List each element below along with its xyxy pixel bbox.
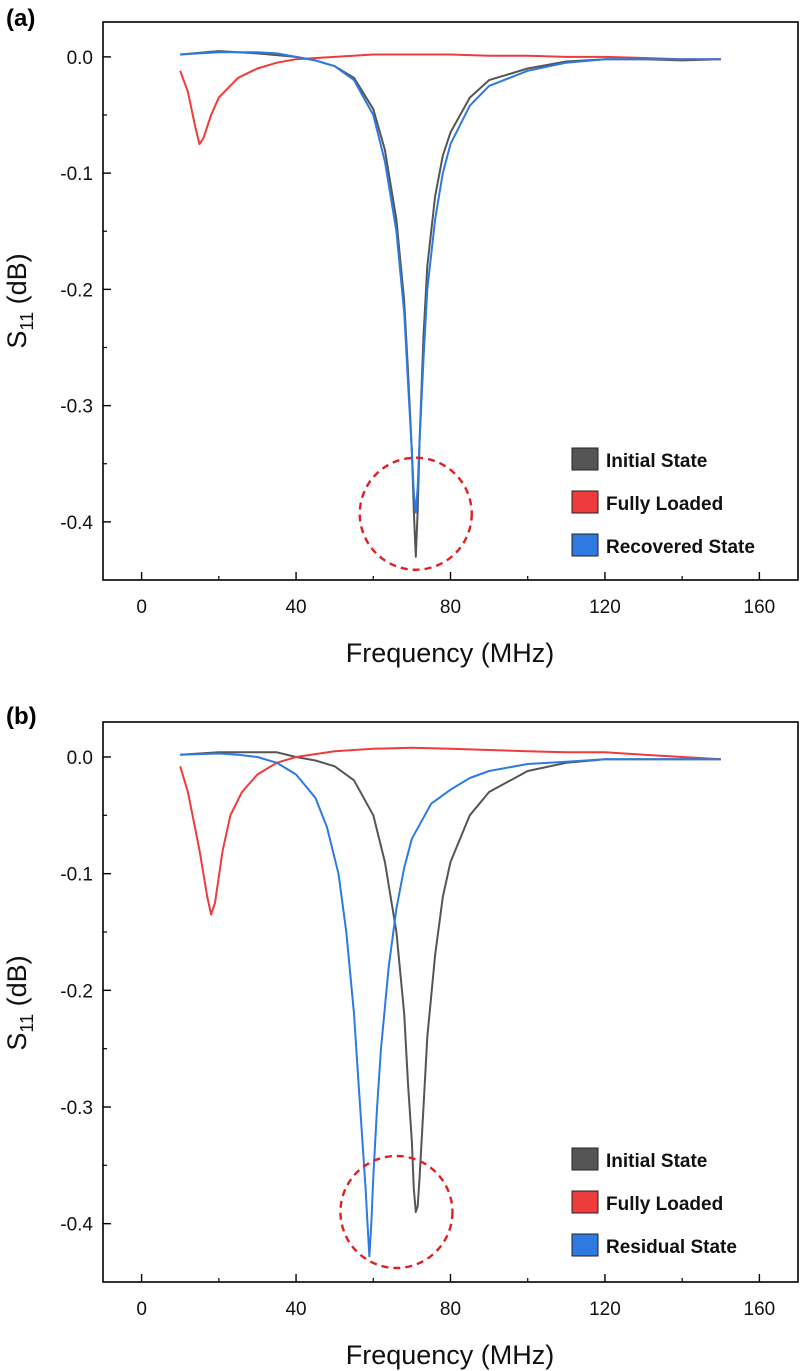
legend-label: Recovered State bbox=[606, 537, 755, 558]
y-tick-label: -0.1 bbox=[60, 865, 93, 886]
x-tick-label: 120 bbox=[589, 597, 621, 618]
x-tick-label: 0 bbox=[136, 597, 147, 618]
series-line-1 bbox=[180, 751, 721, 1213]
y-tick-label: -0.3 bbox=[60, 397, 93, 418]
panel-b: (b) 0 40 80 120 160 0.0 -0.1 -0.2 -0.3 -0.4 Init… bbox=[2, 703, 799, 1370]
axis-ticks bbox=[103, 756, 761, 1282]
series-layer bbox=[179, 746, 721, 1258]
y-axis-title: S11 (dB) bbox=[2, 253, 37, 348]
highlight-circle bbox=[339, 1154, 454, 1270]
y-axis-title-subscript: 11 bbox=[17, 1014, 37, 1033]
y-tick-label: 0.0 bbox=[67, 48, 93, 69]
panel-label: (b) bbox=[6, 703, 37, 730]
x-tick-labels: 0 40 80 120 160 bbox=[136, 597, 775, 618]
legend-swatch bbox=[571, 533, 599, 557]
y-axis-title: S11 (dB) bbox=[2, 955, 37, 1050]
series-layer bbox=[179, 50, 721, 558]
legend-swatch bbox=[571, 1233, 599, 1257]
legend: Initial State Fully Loaded Residual State bbox=[571, 1147, 737, 1258]
y-tick-label: -0.2 bbox=[60, 981, 93, 1002]
y-tick-label: -0.2 bbox=[60, 280, 93, 301]
y-tick-label: -0.1 bbox=[60, 164, 93, 185]
highlight-circle bbox=[358, 456, 473, 571]
legend-label: Fully Loaded bbox=[606, 494, 723, 515]
panel-a: (a) 0 40 80 120 160 0.0 -0.1 -0.2 -0.3 -0.4 Init… bbox=[2, 5, 799, 668]
y-axis-title-unit: (dB) bbox=[2, 253, 32, 312]
x-tick-labels: 0 40 80 120 160 bbox=[136, 1299, 775, 1320]
x-axis-title: Frequency (MHz) bbox=[346, 1340, 555, 1370]
x-tick-label: 120 bbox=[589, 1299, 621, 1320]
series-line-3 bbox=[180, 51, 721, 514]
axis-ticks bbox=[103, 56, 761, 580]
x-tick-label: 40 bbox=[285, 1299, 306, 1320]
x-tick-label: 160 bbox=[744, 597, 776, 618]
legend-swatch bbox=[571, 1147, 599, 1171]
x-tick-label: 80 bbox=[440, 1299, 461, 1320]
x-axis-title: Frequency (MHz) bbox=[346, 638, 555, 668]
y-tick-label: -0.3 bbox=[60, 1098, 93, 1119]
series-line-3 bbox=[180, 752, 721, 1258]
y-axis-title-unit: (dB) bbox=[2, 955, 32, 1014]
y-axis-title-main: S bbox=[2, 331, 32, 349]
y-tick-label: -0.4 bbox=[60, 513, 93, 534]
series-line-2 bbox=[179, 53, 721, 146]
y-tick-labels: 0.0 -0.1 -0.2 -0.3 -0.4 bbox=[60, 748, 93, 1236]
y-tick-label: 0.0 bbox=[67, 748, 93, 769]
series-line-2 bbox=[179, 746, 721, 916]
legend-label: Initial State bbox=[606, 1151, 707, 1172]
legend-swatch bbox=[571, 490, 599, 514]
legend-swatch bbox=[571, 447, 599, 471]
x-tick-label: 0 bbox=[136, 1299, 147, 1320]
legend-label: Fully Loaded bbox=[606, 1194, 723, 1215]
legend-label: Residual State bbox=[606, 1237, 737, 1258]
legend: Initial State Fully Loaded Recovered State bbox=[571, 447, 755, 558]
x-tick-label: 160 bbox=[744, 1299, 776, 1320]
y-tick-label: -0.4 bbox=[60, 1215, 93, 1236]
x-tick-label: 40 bbox=[285, 597, 306, 618]
panel-label: (a) bbox=[6, 5, 35, 32]
legend-label: Initial State bbox=[606, 451, 707, 472]
series-line-1 bbox=[180, 50, 721, 558]
y-tick-labels: 0.0 -0.1 -0.2 -0.3 -0.4 bbox=[60, 48, 93, 534]
y-axis-title-main: S bbox=[2, 1033, 32, 1051]
x-tick-label: 80 bbox=[440, 597, 461, 618]
legend-swatch bbox=[571, 1190, 599, 1214]
y-axis-title-subscript: 11 bbox=[17, 312, 37, 331]
